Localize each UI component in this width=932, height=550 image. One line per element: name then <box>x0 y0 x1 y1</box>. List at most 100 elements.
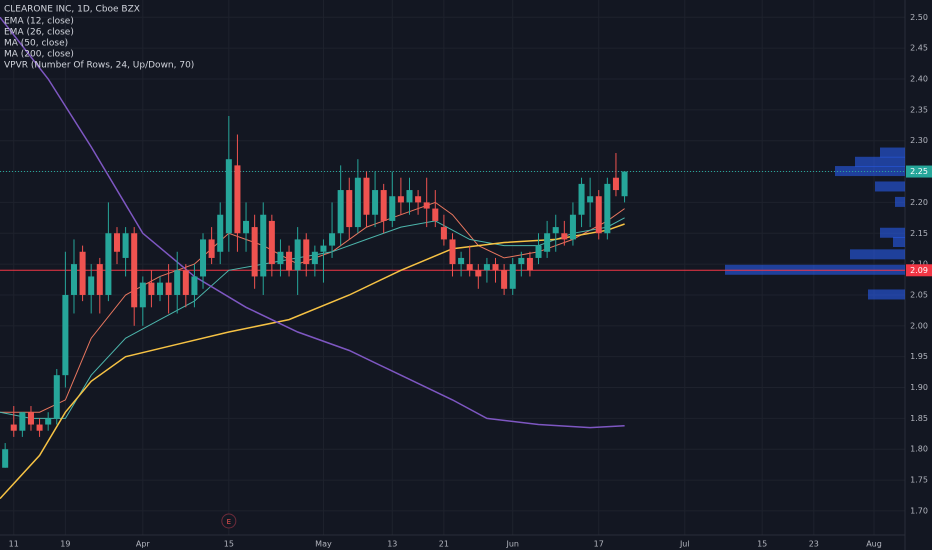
candle-body <box>535 245 542 258</box>
candle-body <box>148 282 155 295</box>
candle-body <box>27 412 34 425</box>
candle-body <box>36 424 43 431</box>
candle-body <box>569 214 576 240</box>
candle-body <box>501 270 508 289</box>
candle-body <box>311 251 318 265</box>
candle-body <box>483 264 490 271</box>
legend-entry: VPVR (Number Of Rows, 24, Up/Down, 70) <box>4 61 194 71</box>
candle-body <box>286 251 293 271</box>
last-price-label: 2.25 <box>910 167 928 176</box>
y-tick-label: 2.40 <box>910 74 928 83</box>
y-tick-label: 2.15 <box>910 229 928 238</box>
candle-body <box>268 220 275 265</box>
candle-body <box>604 183 611 234</box>
candle-body <box>243 220 250 234</box>
candle-body <box>423 202 430 209</box>
candle-body <box>174 270 181 295</box>
candle-body <box>79 251 86 295</box>
x-tick-label: Aug <box>866 540 882 549</box>
hline-badge <box>906 264 932 277</box>
candle-body <box>458 257 465 265</box>
candle-body <box>156 282 164 295</box>
candle-body <box>372 190 379 215</box>
volume-profile-bar <box>868 289 905 300</box>
candle-body <box>277 251 284 265</box>
y-tick-label: 2.45 <box>910 44 928 53</box>
candle-body <box>251 227 258 277</box>
candle-body <box>587 196 594 203</box>
candle-body <box>139 282 146 308</box>
candle-body <box>200 239 207 277</box>
last-price-badge <box>906 165 932 178</box>
candle-body <box>191 276 198 295</box>
candle-body <box>544 233 551 252</box>
candle-body <box>217 214 224 252</box>
candle-body <box>320 245 327 252</box>
candle-body <box>397 196 404 203</box>
x-tick-label: 15 <box>757 540 767 549</box>
candle-body <box>294 239 301 271</box>
candle-body <box>526 257 533 271</box>
candle-body <box>552 227 559 234</box>
candle-body <box>380 190 387 221</box>
candle-body <box>406 190 413 203</box>
candle-body <box>45 418 52 425</box>
y-tick-label: 2.10 <box>910 260 928 269</box>
x-tick-label: 23 <box>809 540 819 549</box>
candle-body <box>113 233 121 252</box>
earnings-marker <box>221 513 237 529</box>
chart-title: CLEARONE INC, 1D, Cboe BZX <box>4 5 140 15</box>
candle-body <box>440 227 447 240</box>
candle-body <box>131 233 138 308</box>
candle-body <box>561 233 568 240</box>
x-tick-label: 15 <box>224 540 234 549</box>
volume-profile-bar <box>875 181 905 192</box>
legend-entry: MA (50, close) <box>4 39 68 49</box>
candle-body <box>389 196 396 221</box>
y-tick-label: 1.70 <box>910 506 928 515</box>
x-tick-label: Jul <box>679 540 690 549</box>
candle-body <box>509 264 516 289</box>
candle-body <box>329 233 336 246</box>
x-tick-label: 21 <box>439 540 449 549</box>
y-tick-label: 2.20 <box>910 198 928 207</box>
y-tick-label: 1.75 <box>910 476 928 485</box>
candle-body <box>612 177 619 191</box>
earnings-label: E <box>227 518 231 526</box>
x-tick-label: May <box>315 540 332 549</box>
hline-label: 2.09 <box>910 266 928 275</box>
candle-body <box>475 270 482 277</box>
candle-body <box>432 208 439 221</box>
x-tick-label: 13 <box>387 540 397 549</box>
legend-entry: EMA (12, close) <box>4 17 74 27</box>
candle-body <box>10 424 17 431</box>
y-tick-label: 1.90 <box>910 383 928 392</box>
candle-body <box>578 183 585 215</box>
candle-body <box>363 177 370 215</box>
y-tick-label: 2.30 <box>910 136 928 145</box>
candle-body <box>225 159 232 234</box>
x-tick-label: 17 <box>594 540 604 549</box>
volume-profile-bar <box>893 237 905 248</box>
candle-body <box>62 294 69 376</box>
y-tick-label: 2.00 <box>910 321 928 330</box>
x-tick-label: Apr <box>136 540 151 549</box>
candle-body <box>208 239 215 258</box>
volume-profile-bar <box>850 249 905 260</box>
candle-body <box>466 264 473 271</box>
y-tick-label: 2.50 <box>910 13 928 22</box>
candle-body <box>182 270 189 295</box>
candle-body <box>303 239 310 265</box>
volume-profile-bar <box>855 156 905 167</box>
candle-body <box>492 264 499 271</box>
candle-body <box>96 264 103 295</box>
candle-body <box>346 190 353 228</box>
y-tick-label: 2.05 <box>910 290 928 299</box>
candle-body <box>88 276 95 295</box>
candle-body <box>595 196 602 234</box>
candle-body <box>122 233 129 258</box>
candle-body <box>165 282 172 295</box>
volume-profile-bar <box>895 196 905 207</box>
